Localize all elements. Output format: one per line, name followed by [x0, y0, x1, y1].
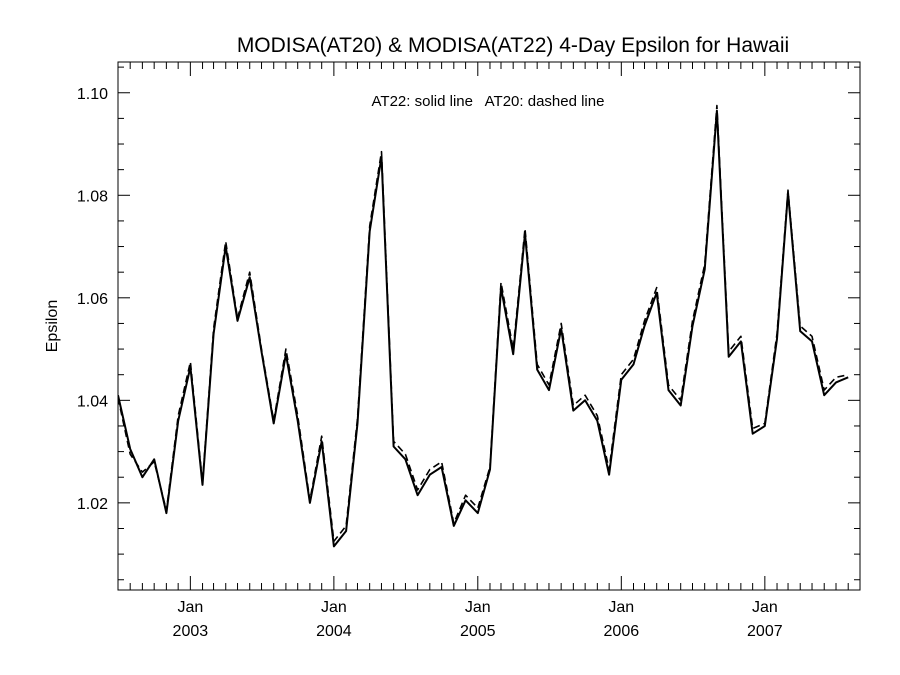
- y-axis-ticks: 1.02 1.04 1.06 1.08 1.10: [77, 66, 860, 581]
- x-tick-month-label: Jan: [177, 599, 203, 616]
- series-line-at20: [118, 104, 849, 543]
- y-tick-label: 1.04: [77, 393, 108, 410]
- x-tick-month-label: Jan: [465, 599, 491, 616]
- x-tick-month-label: Jan: [752, 599, 778, 616]
- y-tick-label: 1.06: [77, 291, 108, 308]
- x-tick-month-label: Jan: [608, 599, 634, 616]
- x-tick-year-label: 2005: [460, 623, 496, 640]
- x-tick-year-label: 2007: [747, 623, 783, 640]
- plot-frame: [117, 61, 861, 591]
- y-tick-label: 1.08: [77, 188, 108, 205]
- y-tick-label: 1.10: [77, 86, 108, 103]
- x-axis-ticks: Jan 2003 Jan 2004 Jan 2005 Jan 2006 Jan 2007: [117, 62, 849, 640]
- y-tick-label: 1.02: [77, 496, 108, 513]
- series-line-at22: [118, 109, 849, 548]
- series-lines: [118, 104, 849, 548]
- x-tick-year-label: 2006: [604, 623, 640, 640]
- x-tick-year-label: 2004: [316, 623, 352, 640]
- y-axis-label: Epsilon: [44, 300, 61, 352]
- x-tick-year-label: 2003: [173, 623, 209, 640]
- chart-title: MODISA(AT20) & MODISA(AT22) 4-Day Epsilo…: [237, 34, 789, 57]
- series-annotation: AT22: solid line AT20: dashed line: [372, 93, 605, 110]
- x-tick-month-label: Jan: [321, 599, 347, 616]
